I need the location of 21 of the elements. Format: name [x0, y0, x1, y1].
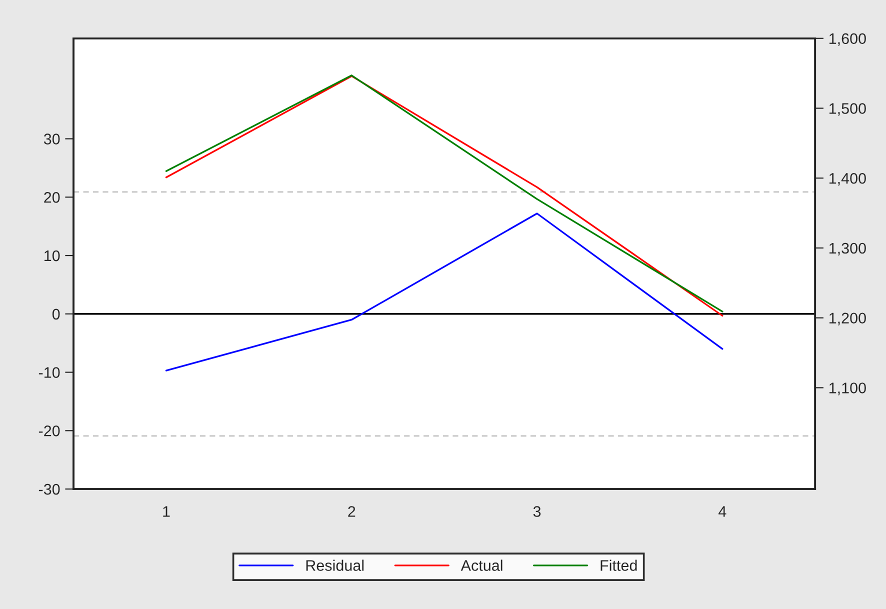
y-tick-label: -30 [38, 484, 60, 495]
x-tick-label: 3 [533, 506, 541, 517]
x-tick-label: 4 [718, 506, 726, 517]
legend-label: Fitted [600, 560, 637, 571]
line-series [165, 212, 724, 372]
x-tick-label: 2 [348, 506, 356, 517]
y-tick-label: 30 [44, 134, 60, 144]
y-tick-label: 20 [44, 192, 60, 203]
y2-tick-label: 1,300 [829, 242, 866, 256]
y-tick-label: 0 [52, 308, 60, 320]
y2-tick-label: 1,200 [829, 312, 866, 326]
y-tick-label: 10 [44, 250, 60, 262]
legend-label: Actual [460, 560, 502, 571]
legend-label: Residual [306, 560, 364, 571]
y2-tick-label: 1,100 [829, 382, 866, 396]
y2-tick-label: 1,600 [829, 33, 866, 46]
y2-tick-label: 1,500 [829, 103, 866, 116]
y-tick-label: -10 [38, 367, 60, 378]
x-tick-label: 1 [163, 506, 170, 517]
y2-tick-label: 1,400 [829, 172, 866, 186]
y-tick-label: -20 [38, 426, 60, 436]
